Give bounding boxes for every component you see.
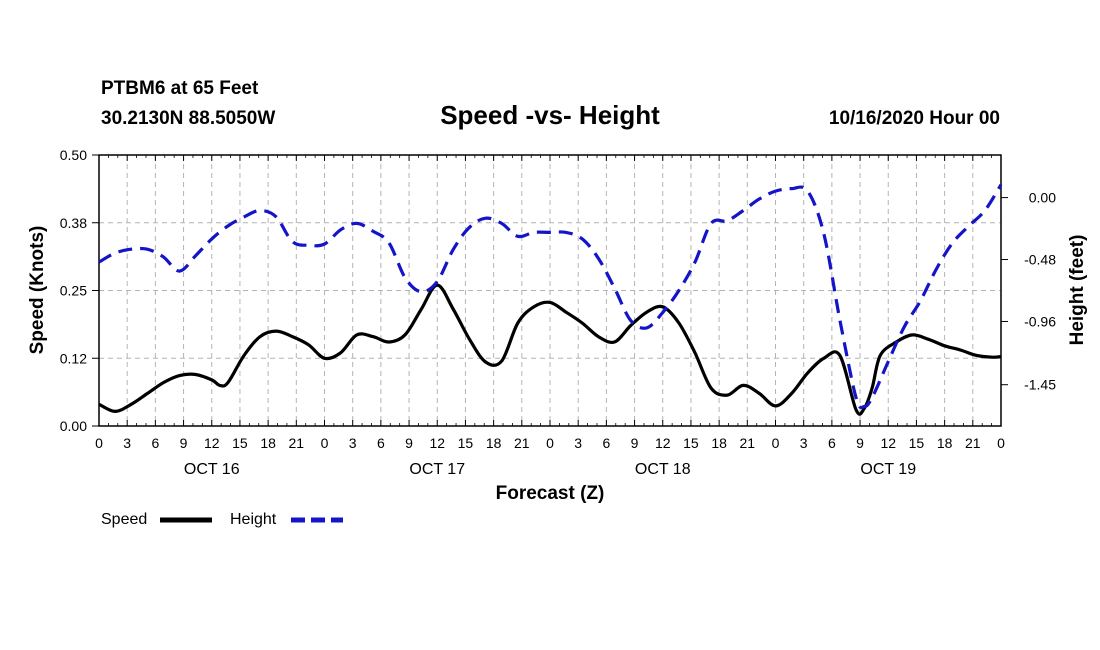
x-tick-label: 12	[655, 435, 671, 451]
x-tick-label: 0	[997, 435, 1005, 451]
right-axis-title: Height (feet)	[1067, 235, 1088, 346]
x-tick-label: 9	[405, 435, 413, 451]
axis-ticks	[92, 154, 1008, 427]
day-labels: OCT 16 OCT 17 OCT 18 OCT 19	[184, 461, 916, 478]
left-tick-label: 0.12	[60, 350, 87, 366]
x-tick-label: 9	[180, 435, 188, 451]
grid	[99, 155, 1001, 426]
x-tick-label: 21	[965, 435, 981, 451]
x-axis-title: Forecast (Z)	[496, 483, 605, 504]
x-tick-label: 15	[683, 435, 699, 451]
day-label: OCT 16	[184, 461, 240, 478]
day-label: OCT 17	[409, 461, 465, 478]
x-tick-label: 6	[602, 435, 610, 451]
left-axis-title: Speed (Knots)	[27, 226, 48, 355]
x-tick-label: 9	[856, 435, 864, 451]
x-tick-label: 12	[880, 435, 896, 451]
x-tick-label: 15	[458, 435, 474, 451]
x-tick-label: 6	[377, 435, 385, 451]
x-tick-label: 21	[740, 435, 756, 451]
series-height-line	[98, 183, 1003, 410]
right-tick-label: -1.45	[1024, 377, 1056, 393]
x-tick-label: 0	[772, 435, 780, 451]
x-tick-label: 3	[349, 435, 357, 451]
chart-title: Speed -vs- Height	[440, 100, 660, 130]
x-tick-label: 18	[711, 435, 727, 451]
legend: Speed Height	[101, 511, 343, 528]
right-tick-label: 0.00	[1029, 190, 1056, 206]
x-tick-label: 0	[321, 435, 329, 451]
day-label: OCT 19	[860, 461, 916, 478]
legend-height-label: Height	[230, 511, 277, 528]
left-tick-label: 0.25	[60, 283, 87, 299]
x-tick-label: 15	[909, 435, 925, 451]
legend-speed-label: Speed	[101, 511, 147, 528]
series-speed-line	[98, 283, 1002, 416]
x-tick-label: 3	[800, 435, 808, 451]
right-axis-tick-labels: 0.00 -0.48 -0.96 -1.45	[1024, 190, 1056, 393]
right-tick-label: -0.96	[1024, 313, 1056, 329]
x-tick-label: 9	[631, 435, 639, 451]
x-tick-label: 21	[514, 435, 530, 451]
station-label: PTBM6 at 65 Feet	[101, 78, 259, 99]
x-tick-label: 12	[204, 435, 220, 451]
x-tick-label: 21	[289, 435, 305, 451]
x-tick-label: 0	[95, 435, 103, 451]
x-tick-label: 6	[828, 435, 836, 451]
day-label: OCT 18	[635, 461, 691, 478]
coordinates-label: 30.2130N 88.5050W	[101, 108, 275, 129]
left-tick-label: 0.00	[60, 418, 87, 434]
x-tick-label: 6	[151, 435, 159, 451]
x-tick-label: 18	[260, 435, 276, 451]
x-tick-label: 18	[486, 435, 502, 451]
x-tick-label: 12	[429, 435, 445, 451]
x-tick-labels: 0 3 6 9 12 15 18 21 0 3 6 9 12 15 18 21 0 3 6 9 12 15 18 21 0 3 6 9…	[95, 435, 1005, 451]
x-tick-label: 0	[546, 435, 554, 451]
timestamp-label: 10/16/2020 Hour 00	[829, 108, 1000, 129]
x-tick-label: 18	[937, 435, 953, 451]
right-tick-label: -0.48	[1024, 252, 1056, 268]
x-tick-label: 3	[574, 435, 582, 451]
x-tick-label: 3	[123, 435, 131, 451]
x-tick-label: 15	[232, 435, 248, 451]
left-tick-label: 0.50	[60, 147, 87, 163]
left-tick-label: 0.38	[60, 215, 87, 231]
left-axis-tick-labels: 0.00 0.12 0.25 0.38 0.50	[60, 147, 87, 434]
